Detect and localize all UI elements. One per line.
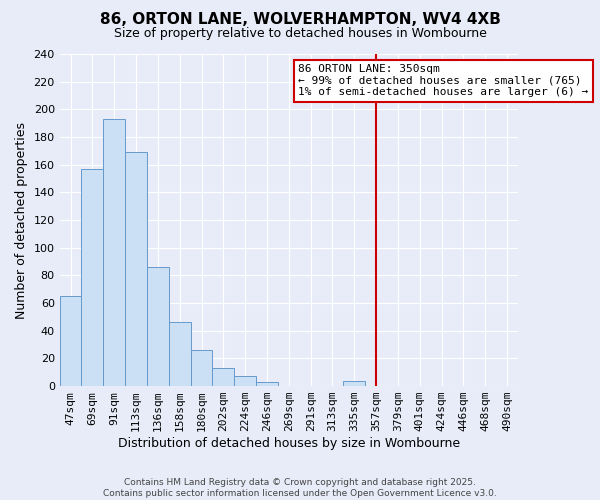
- X-axis label: Distribution of detached houses by size in Wombourne: Distribution of detached houses by size …: [118, 437, 460, 450]
- Text: 86 ORTON LANE: 350sqm
← 99% of detached houses are smaller (765)
1% of semi-deta: 86 ORTON LANE: 350sqm ← 99% of detached …: [298, 64, 588, 97]
- Bar: [191, 350, 212, 386]
- Bar: [169, 322, 191, 386]
- Bar: [256, 382, 278, 386]
- Text: Size of property relative to detached houses in Wombourne: Size of property relative to detached ho…: [113, 28, 487, 40]
- Bar: [234, 376, 256, 386]
- Bar: [59, 296, 82, 386]
- Bar: [125, 152, 147, 386]
- Bar: [147, 267, 169, 386]
- Bar: [82, 169, 103, 386]
- Text: Contains HM Land Registry data © Crown copyright and database right 2025.
Contai: Contains HM Land Registry data © Crown c…: [103, 478, 497, 498]
- Bar: [343, 380, 365, 386]
- Text: 86, ORTON LANE, WOLVERHAMPTON, WV4 4XB: 86, ORTON LANE, WOLVERHAMPTON, WV4 4XB: [100, 12, 500, 28]
- Bar: [212, 368, 234, 386]
- Bar: [103, 119, 125, 386]
- Y-axis label: Number of detached properties: Number of detached properties: [15, 122, 28, 318]
